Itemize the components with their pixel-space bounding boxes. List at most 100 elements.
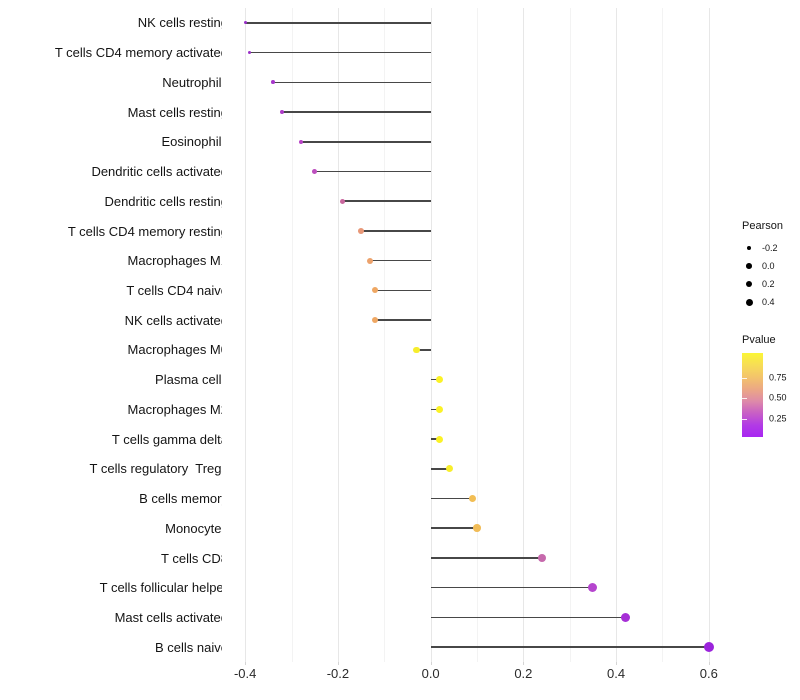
y-axis-label: B cells naive [155,639,228,655]
lollipop-stick [430,616,626,619]
legend-size-dot-box [742,245,756,251]
legend-pearson-size: Pearson -0.2 0.0 0.2 0.4 [742,221,800,311]
lollipop-dot [248,51,252,55]
legend-pvalue-title: Pvalue [742,334,776,346]
lollipop-stick [361,230,431,232]
lollipop-dot [243,21,247,25]
legend-pvalue-colorbar-wrap: 0.75 0.50 0.25 [742,353,800,437]
lollipop-dot [271,80,275,85]
gridline-major [523,8,525,662]
lollipop-stick [430,378,440,381]
gridline-minor [662,8,664,662]
lollipop-stick [249,51,431,54]
y-axis-label: T cells CD4 memory resting [67,223,228,239]
gridline-major [245,8,247,662]
y-axis-label: T cells regulatory Tregs [89,461,228,477]
x-tick-mark [708,662,710,665]
x-tick-mark [245,662,247,665]
plot-panel [222,8,732,662]
legend-size-label: 0.2 [762,278,775,289]
x-tick-label: 0.6 [699,666,718,681]
legend-size-dot [746,263,752,269]
legend-pearson-title: Pearson [742,220,783,232]
y-axis-labels: NK cells resting T cells CD4 memory activ… [0,8,228,662]
lollipop-dot [280,109,285,115]
lollipop-dot [413,346,421,354]
lollipop-dot [312,169,318,174]
legend-size-dot [745,280,753,288]
pvalue-colorbar-label: 0.75 [769,372,787,383]
y-axis-label: Plasma cells [155,372,228,388]
lollipop-stick [416,349,431,351]
lollipop-dot [473,524,481,532]
x-axis: -0.4 -0.2 0.0 0.2 0.4 0.6 [222,662,732,683]
x-tick-mark [616,662,618,665]
lollipop-dot [588,583,598,593]
lollipop-stick [370,259,431,262]
gridline-minor [291,8,293,662]
gridline-minor [477,8,478,662]
lollipop-dot [367,257,374,264]
lollipop-dot [620,612,631,623]
y-axis-label: Dendritic cells resting [104,193,228,209]
x-tick-label: -0.4 [233,666,257,681]
lollipop-stick [430,557,542,559]
x-tick-mark [337,662,339,665]
y-axis-label: Dendritic cells activated [91,164,228,180]
pvalue-colorbar-tick [742,419,747,421]
legend-size-label: -0.2 [762,242,778,253]
pvalue-colorbar-tick [742,398,747,400]
legend-size-dot-box [742,298,756,306]
lollipop-dot [358,228,364,234]
lollipop-stick [375,319,431,321]
legend-size-dot-box [742,263,756,269]
lollipop-stick [282,111,431,113]
lollipop-stick [300,140,431,143]
lollipop-dot [298,139,304,145]
x-tick-mark [523,662,525,665]
lollipop-dot [436,405,444,413]
lollipop-stick [430,467,450,470]
legend-size-item: 0.0 [742,257,800,275]
legend-size-item: -0.2 [742,239,800,257]
lollipop-stick [273,81,431,84]
y-axis-label: Monocytes [165,520,228,536]
y-axis-label: Neutrophils [162,74,228,90]
x-tick-label: 0.2 [514,666,533,681]
legend-size-label: 0.4 [762,296,775,307]
lollipop-dot [445,465,453,473]
y-axis-label: NK cells resting [137,15,228,31]
lollipop-stick [314,170,431,173]
x-tick-label: 0.4 [607,666,626,681]
lollipop-dot [537,553,547,563]
y-axis-label: NK cells activated [124,312,228,328]
x-tick-label: 0.0 [421,666,440,681]
lollipop-dot [468,494,477,503]
gridline-major [430,8,432,662]
y-axis-label: Eosinophils [161,134,229,150]
y-axis-label: T cells CD4 memory activated [54,45,228,61]
legend-size-dot-box [742,280,756,288]
y-axis-label: T cells CD4 naive [126,282,228,298]
lollipop-dot [703,641,714,653]
legend-pearson-items: -0.2 0.0 0.2 0.4 [742,239,800,311]
x-tick-label: -0.2 [326,666,350,681]
lollipop-stick [430,438,440,440]
lollipop-dot [436,376,444,384]
pvalue-colorbar [742,353,763,437]
lollipop-stick [430,408,440,411]
lollipop-stick [430,497,473,500]
gridline-minor [384,8,386,662]
legend-size-label: 0.0 [762,260,775,271]
x-tick-mark [430,662,432,665]
gridline-major [708,8,710,662]
lollipop-stick [430,586,593,589]
pvalue-colorbar-tick [742,378,747,380]
legend-size-dot [746,245,752,251]
lollipop-dot [436,435,444,443]
pvalue-colorbar-label: 0.50 [769,392,787,403]
legend-size-item: 0.4 [742,293,800,311]
y-axis-label: Mast cells resting [127,104,228,120]
y-axis-label: Macrophages M1 [127,253,228,269]
